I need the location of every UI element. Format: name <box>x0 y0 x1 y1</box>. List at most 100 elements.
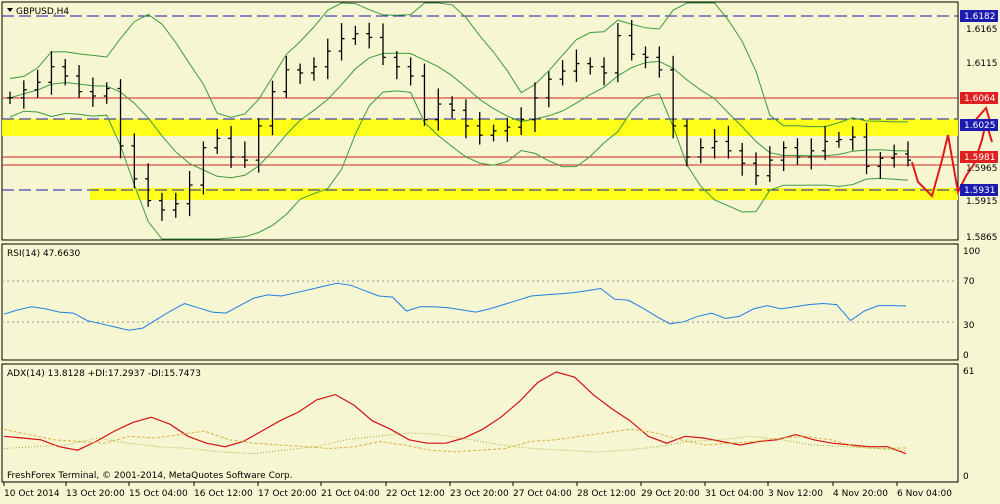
price-bar <box>7 91 13 105</box>
price-bar <box>145 163 152 207</box>
adx-panel-frame <box>1 363 959 483</box>
price-bar <box>131 133 138 189</box>
time-tick: 27 Oct 04:00 <box>513 489 572 499</box>
price-bar <box>822 125 829 161</box>
time-tick: 28 Oct 12:00 <box>577 489 636 499</box>
time-tick: 4 Nov 20:00 <box>833 489 888 499</box>
price-bar <box>545 71 552 108</box>
time-tick: 21 Oct 04:00 <box>321 489 380 499</box>
price-bar <box>628 20 635 61</box>
price-bar <box>103 82 110 104</box>
price-panel[interactable]: GBPUSD,H4 1.6165 1.6115 1.5965 1.5915 1.… <box>1 1 998 243</box>
level-label-1-5931: 1.5931 <box>964 186 996 196</box>
adx-series <box>3 371 907 455</box>
price-bar <box>435 88 442 131</box>
price-bar <box>172 192 179 218</box>
price-bar <box>711 129 718 159</box>
copyright-text: FreshForex Terminal, © 2001-2014, MetaQu… <box>7 471 293 481</box>
symbol-title: GBPUSD,H4 <box>16 7 69 17</box>
price-bar <box>407 57 414 86</box>
price-bar <box>863 123 870 175</box>
price-bar <box>518 107 525 135</box>
price-bar <box>531 82 538 133</box>
price-bar <box>601 57 608 86</box>
price-bars <box>7 20 911 221</box>
level-labels: 1.6182 1.6064 1.6025 1.5981 1.5931 <box>960 10 998 196</box>
rsi-tick: 30 <box>963 321 975 331</box>
price-bar <box>269 80 276 136</box>
price-bar <box>186 171 193 217</box>
time-tick: 3 Nov 12:00 <box>768 489 823 499</box>
level-label-1-6182: 1.6182 <box>964 12 996 22</box>
price-bar <box>297 63 304 84</box>
price-bar <box>794 138 801 165</box>
band-upper <box>9 2 909 128</box>
dropdown-triangle-icon[interactable] <box>7 8 13 12</box>
price-bar <box>766 146 773 182</box>
rsi-panel-frame <box>1 243 959 361</box>
adx-lines <box>3 371 907 455</box>
price-bar <box>573 49 580 82</box>
price-bar <box>421 63 428 126</box>
price-bar <box>683 119 690 167</box>
price-bar <box>89 77 96 107</box>
time-tick: 13 Oct 20:00 <box>66 489 125 499</box>
price-bar <box>877 152 884 179</box>
price-bar <box>753 152 760 186</box>
price-bar <box>366 22 373 49</box>
price-bar <box>380 23 387 66</box>
price-bar <box>504 117 511 142</box>
price-bar <box>490 124 497 142</box>
price-bar <box>117 79 124 159</box>
rsi-label: RSI(14) 47.6630 <box>7 249 80 259</box>
price-bar <box>338 23 345 61</box>
adx-panel[interactable]: ADX(14) 13.8128 +DI:17.2937 -DI:15.7473 … <box>1 363 974 483</box>
price-bar <box>200 141 207 195</box>
level-label-bg <box>960 184 998 196</box>
price-bar <box>656 46 663 78</box>
time-tick: 22 Oct 12:00 <box>386 489 445 499</box>
rsi-line <box>3 282 907 331</box>
price-bar <box>324 38 331 80</box>
time-tick: 6 Nov 04:00 <box>897 489 952 499</box>
price-tick: 1.5865 <box>966 233 998 243</box>
price-bar <box>283 55 290 98</box>
price-bar <box>808 138 815 170</box>
price-bar <box>849 126 856 151</box>
level-label-bg <box>960 119 998 131</box>
time-tick: 31 Oct 04:00 <box>705 489 764 499</box>
price-bar <box>462 99 469 139</box>
price-bar <box>614 23 621 83</box>
time-tick: 16 Oct 12:00 <box>194 489 253 499</box>
adx-label: ADX(14) 13.8128 +DI:17.2937 -DI:15.7473 <box>7 369 201 379</box>
price-bar <box>780 141 787 172</box>
price-bar <box>476 111 483 145</box>
level-label-1-6064: 1.6064 <box>964 94 996 104</box>
price-tick: 1.5965 <box>966 164 998 174</box>
price-bar <box>48 51 55 95</box>
price-bar <box>310 57 317 81</box>
title-area: GBPUSD,H4 <box>7 7 69 17</box>
band-middle <box>9 52 909 179</box>
level-label-bg <box>960 10 998 22</box>
time-tick: 29 Oct 20:00 <box>641 489 700 499</box>
price-bar <box>449 96 456 119</box>
price-bar <box>670 55 677 139</box>
price-bar <box>739 143 746 176</box>
forecast-zigzag[interactable] <box>911 118 993 198</box>
price-bar <box>214 129 221 154</box>
level-label-1-5981: 1.5981 <box>964 153 996 163</box>
time-tick: 15 Oct 04:00 <box>129 489 188 499</box>
level-label-bg <box>960 151 998 163</box>
price-bar <box>725 125 732 159</box>
level-label-1-6025: 1.6025 <box>964 121 996 131</box>
price-tick: 1.6165 <box>966 25 998 35</box>
rsi-panel[interactable]: RSI(14) 47.6630 100 70 30 0 <box>1 243 980 361</box>
price-bar <box>62 58 69 86</box>
time-tick: 23 Oct 20:00 <box>450 489 509 499</box>
rsi-tick: 70 <box>963 277 975 287</box>
rsi-series <box>3 282 907 331</box>
adx-tick: 61 <box>963 367 974 377</box>
price-bar <box>697 138 704 164</box>
